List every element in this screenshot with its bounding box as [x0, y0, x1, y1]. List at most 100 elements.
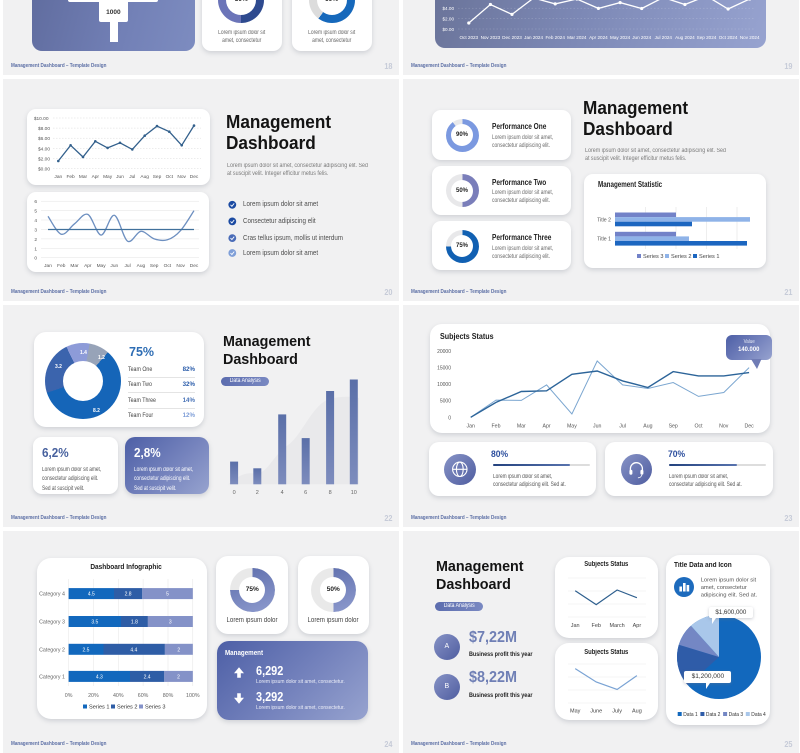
svg-text:Nov: Nov: [177, 174, 186, 180]
svg-text:Sep: Sep: [669, 424, 678, 430]
svg-text:4.3: 4.3: [96, 674, 103, 680]
svg-text:Series 2: Series 2: [117, 704, 138, 710]
svg-text:Series 3: Series 3: [643, 254, 664, 260]
svg-text:Nov 2023: Nov 2023: [481, 35, 501, 40]
svg-text:Jun: Jun: [116, 174, 124, 180]
svg-text:Series 3: Series 3: [145, 704, 166, 710]
svg-text:Mar: Mar: [70, 263, 79, 269]
svg-text:$0.00: $0.00: [443, 27, 455, 32]
svg-text:0%: 0%: [65, 693, 73, 699]
svg-text:Aug: Aug: [643, 424, 652, 430]
svg-text:Feb: Feb: [57, 263, 66, 269]
svg-text:Apr: Apr: [92, 174, 100, 180]
svg-text:$8.00: $8.00: [38, 126, 50, 132]
svg-text:Feb 2024: Feb 2024: [545, 35, 565, 40]
svg-text:15000: 15000: [437, 366, 451, 372]
svg-text:3: 3: [169, 620, 172, 626]
svg-text:Apr: Apr: [543, 424, 551, 430]
svg-text:$6.00: $6.00: [38, 136, 50, 142]
svg-text:$10.00: $10.00: [34, 116, 49, 122]
svg-text:80%: 80%: [163, 693, 174, 699]
svg-text:Mar: Mar: [79, 174, 88, 180]
svg-text:5000: 5000: [440, 399, 451, 405]
svg-text:Mar 2024: Mar 2024: [567, 35, 587, 40]
svg-text:Jul: Jul: [619, 424, 626, 430]
svg-text:Oct: Oct: [166, 174, 174, 180]
svg-text:Jun: Jun: [593, 424, 601, 430]
svg-text:1: 1: [34, 246, 37, 252]
svg-text:Category 2: Category 2: [39, 647, 65, 653]
svg-text:Jan 2024: Jan 2024: [524, 35, 543, 40]
svg-text:6: 6: [304, 490, 307, 496]
svg-text:Jul: Jul: [129, 174, 135, 180]
svg-text:4: 4: [34, 218, 37, 224]
svg-text:Aug: Aug: [137, 263, 146, 269]
svg-text:Dec 2023: Dec 2023: [502, 35, 522, 40]
svg-text:Series 1: Series 1: [89, 704, 110, 710]
svg-text:Title 1: Title 1: [597, 237, 611, 243]
svg-text:Feb: Feb: [66, 174, 75, 180]
svg-text:Jan: Jan: [44, 263, 52, 269]
svg-text:2: 2: [177, 647, 180, 653]
svg-text:8: 8: [329, 490, 332, 496]
svg-text:Jul 2024: Jul 2024: [655, 35, 673, 40]
svg-text:3: 3: [34, 228, 37, 234]
svg-text:$0.00: $0.00: [38, 167, 50, 173]
svg-text:Dec: Dec: [190, 263, 199, 269]
svg-text:Oct 2024: Oct 2024: [719, 35, 738, 40]
svg-text:Aug: Aug: [632, 709, 642, 715]
svg-text:4.5: 4.5: [88, 592, 95, 598]
svg-text:Apr: Apr: [84, 263, 92, 269]
svg-text:Jan: Jan: [467, 424, 475, 430]
svg-text:Category 4: Category 4: [39, 592, 65, 598]
svg-text:Aug 2024: Aug 2024: [675, 35, 695, 40]
svg-text:2: 2: [34, 237, 37, 243]
svg-text:Jun: Jun: [110, 263, 118, 269]
svg-text:3.5: 3.5: [91, 620, 98, 626]
svg-text:Data 4: Data 4: [751, 712, 766, 718]
svg-text:May: May: [103, 174, 113, 180]
svg-text:6: 6: [34, 199, 37, 205]
svg-text:2.5: 2.5: [83, 647, 90, 653]
svg-text:May: May: [567, 424, 577, 430]
svg-text:Oct: Oct: [694, 424, 703, 430]
svg-text:2: 2: [177, 674, 180, 680]
svg-text:0: 0: [34, 256, 37, 262]
svg-text:May: May: [97, 263, 107, 269]
svg-text:Data 3: Data 3: [729, 712, 744, 718]
svg-text:Jan: Jan: [571, 623, 580, 629]
svg-text:Jan: Jan: [54, 174, 62, 180]
svg-text:$2.00: $2.00: [443, 17, 455, 22]
svg-text:Category 3: Category 3: [39, 620, 65, 626]
svg-text:June: June: [590, 709, 602, 715]
svg-text:$2.00: $2.00: [38, 157, 50, 163]
svg-text:20%: 20%: [88, 693, 99, 699]
svg-text:Sep 2024: Sep 2024: [697, 35, 717, 40]
svg-text:Series 2: Series 2: [671, 254, 692, 260]
svg-text:Mar: Mar: [517, 424, 526, 430]
svg-text:Feb: Feb: [492, 424, 501, 430]
svg-text:$4.00: $4.00: [443, 6, 455, 11]
svg-text:4.4: 4.4: [130, 647, 137, 653]
svg-text:10000: 10000: [437, 382, 451, 388]
svg-text:Nov: Nov: [719, 424, 729, 430]
svg-text:4: 4: [281, 490, 284, 496]
svg-text:May 2024: May 2024: [610, 35, 631, 40]
svg-text:May: May: [570, 709, 581, 715]
svg-text:Series 1: Series 1: [699, 254, 720, 260]
svg-text:Title 2: Title 2: [597, 218, 611, 224]
svg-text:Dec: Dec: [190, 174, 199, 180]
svg-text:100%: 100%: [186, 693, 200, 699]
svg-text:0: 0: [233, 490, 236, 496]
svg-text:Lorem ipsum dolor sit: Lorem ipsum dolor sit: [701, 578, 757, 584]
svg-text:Dec: Dec: [744, 424, 754, 430]
svg-text:Sep: Sep: [153, 174, 162, 180]
svg-text:Jun 2024: Jun 2024: [632, 35, 651, 40]
svg-text:20000: 20000: [437, 349, 451, 355]
svg-text:60%: 60%: [138, 693, 149, 699]
svg-text:Oct 2023: Oct 2023: [459, 35, 478, 40]
svg-text:Sep: Sep: [150, 263, 159, 269]
svg-text:Oct: Oct: [164, 263, 172, 269]
svg-text:40%: 40%: [113, 693, 124, 699]
svg-text:adipiscing elit. Sed at.: adipiscing elit. Sed at.: [701, 593, 758, 599]
